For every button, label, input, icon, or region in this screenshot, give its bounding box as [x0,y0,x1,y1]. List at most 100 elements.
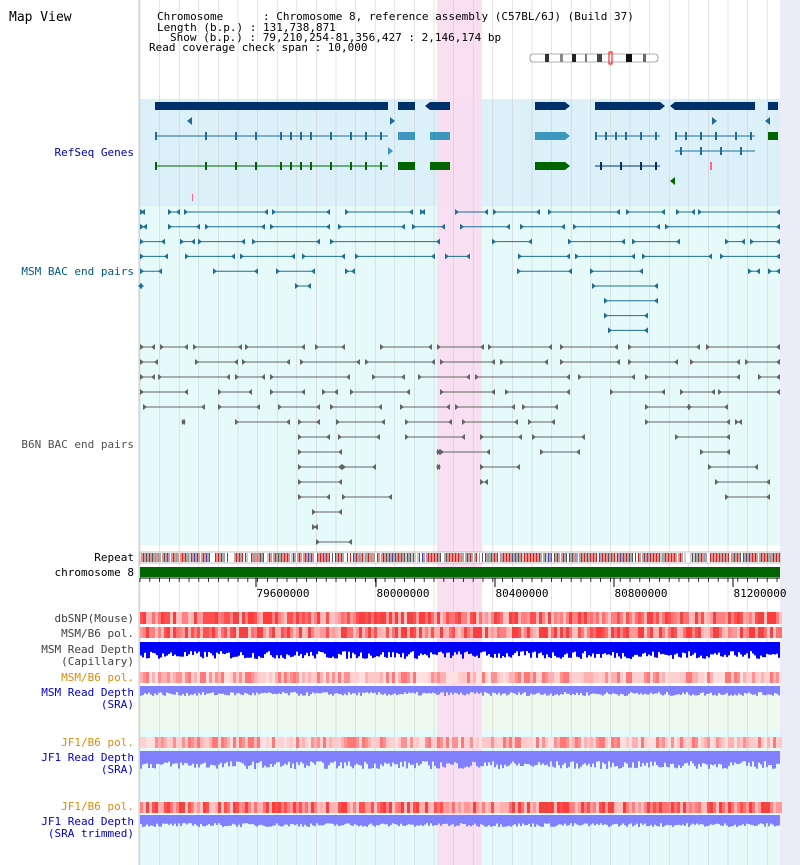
msm-capillary-depth [650,642,652,656]
repeat-mark [326,553,327,562]
jf1-trim-depth [426,815,428,824]
jf1-trim-depth [298,815,300,827]
msm-sra-depth [576,686,578,693]
msm-pol-heat [650,627,653,638]
repeat-mark [512,553,513,562]
msm-sra-depth [630,686,632,693]
jf1-trim-depth [348,815,350,824]
repeat-mark [777,553,779,562]
msm-capillary-depth [144,642,146,653]
jf1-trim-depth [484,815,486,827]
dbsnp-heat [491,612,494,624]
msm-sra-depth [762,686,764,695]
msm-capillary-depth [602,642,604,654]
msm-pol-sra-heat [452,672,455,683]
b6n-bac-track[interactable] [140,344,780,545]
jf1-pol-trim-heat [482,802,485,813]
jf1-pol-trim-heat [461,802,464,813]
label-msm-bac[interactable]: MSM BAC end pairs [21,265,134,278]
msm-pol-sra-heat [662,672,665,683]
msm-pol-sra-heat [542,672,545,683]
dbsnp-heat [170,612,173,624]
msm-sra-depth [158,686,160,693]
msm-sra-depth [458,686,460,695]
dbsnp-heat [173,612,176,624]
msm-capillary-depth [664,642,666,655]
msm-sra-depth [558,686,560,696]
dbsnp-heat [644,612,647,624]
jf1-trim-depth [548,815,550,824]
msm-bac-track[interactable] [138,209,780,334]
msm-capillary-depth [646,642,648,657]
msm-capillary-depth [182,642,184,657]
msm-pol-sra-heat [623,672,626,683]
msm-pol-heat [200,627,203,638]
jf1-sra-depth [582,751,584,765]
dbsnp-heat [410,612,413,624]
jf1-sra-depth [758,751,760,763]
repeat-mark [207,553,209,562]
msm-sra-depth [282,686,284,693]
jf1-pol-heat [728,737,731,748]
repeat-mark [320,553,321,562]
dbsnp-heat [314,612,317,624]
label-refseq-genes[interactable]: RefSeq Genes [54,146,134,159]
b6n-bac-pair-end [405,434,409,440]
dbsnp-heat [650,612,653,624]
msm-capillary-depth [772,642,774,655]
label-b6n-bac[interactable]: B6N BAC end pairs [21,438,134,451]
msm-sra-depth [646,686,648,695]
repeat-mark [242,553,243,562]
dbsnp-heat [260,612,263,624]
repeat-mark [339,553,341,562]
jf1-sra-depth [586,751,588,766]
msm-pol-sra-heat [182,672,185,683]
repeat-mark [702,553,704,562]
msm-pol-sra-heat [200,672,203,683]
jf1-trim-depth [394,815,396,825]
repeat-mark [258,553,260,562]
jf1-sra-depth [430,751,432,769]
msm-capillary-depth [432,642,434,655]
repeat-mark [678,553,680,562]
repeat-mark [215,553,216,562]
dbsnp-heat [455,612,458,624]
jf1-trim-depth [224,815,226,826]
jf1-trim-depth [694,815,696,825]
jf1-trim-depth [162,815,164,824]
dbsnp-heat [602,612,605,624]
msm-pol-heat [188,627,191,638]
b6n-bac-pair-end [261,374,265,380]
jf1-trim-depth [266,815,268,827]
msm-pol-heat [473,627,476,638]
jf1-sra-depth [576,751,578,764]
repeat-mark [723,553,725,562]
chromosome-ideogram[interactable] [529,51,659,65]
jf1-sra-depth [772,751,774,769]
repeat-mark [539,553,540,562]
jf1-trim-depth [490,815,492,827]
msm-capillary-depth [420,642,422,654]
msm-pol-sra-heat [734,672,737,683]
gene-exon [600,162,602,170]
jf1-pol-trim-heat [536,802,539,813]
view-title: Map View [9,10,72,25]
msm-pol-heat [764,627,767,638]
msm-pol-heat [179,627,182,638]
jf1-sra-depth [242,751,244,764]
msm-pol-sra-heat [719,672,722,683]
jf1-pol-heat [764,737,767,748]
msm-capillary-depth [480,642,482,653]
refseq-gene-track[interactable] [155,102,778,201]
dbsnp-heat [188,612,191,624]
jf1-pol-trim-heat [158,802,161,813]
msm-pol-sra-heat [503,672,506,683]
repeat-mark [570,553,572,562]
jf1-trim-depth [598,815,600,825]
jf1-trim-depth [212,815,214,826]
msm-sra-depth [514,686,516,694]
msm-sra-depth [150,686,152,695]
msm-pol-heat [737,627,740,638]
msm-pol-heat [599,627,602,638]
jf1-sra-depth [310,751,312,762]
